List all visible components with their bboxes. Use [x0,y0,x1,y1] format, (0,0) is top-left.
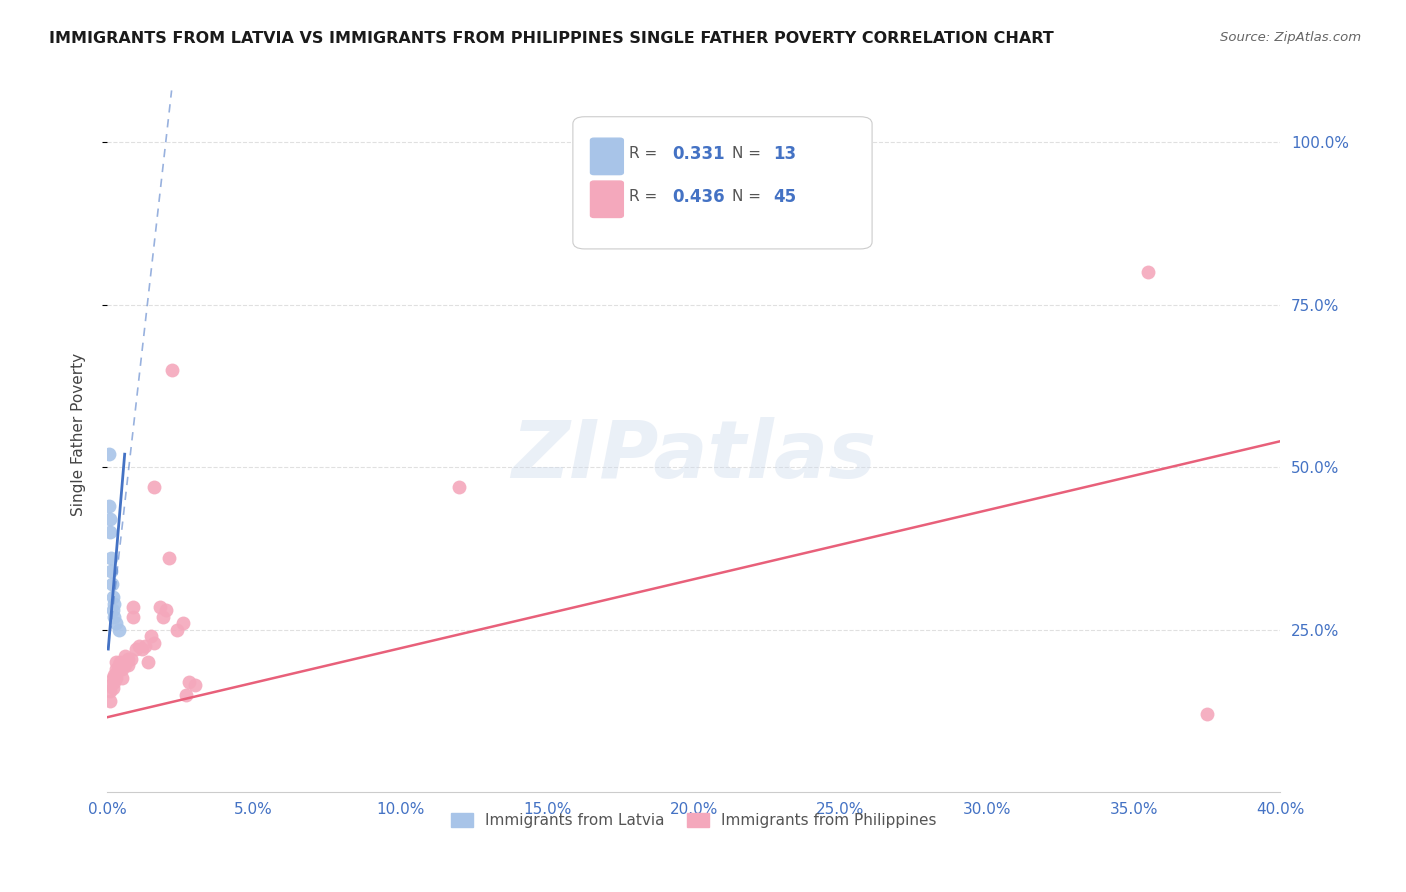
Point [110,655,132,669]
Text: 0.436: 0.436 [672,187,725,206]
Point [107,658,129,673]
Point [103,609,125,624]
Point [97,447,120,461]
Text: R =: R = [630,146,658,161]
Point [449,480,471,494]
Text: Source: ZipAtlas.com: Source: ZipAtlas.com [1220,31,1361,45]
Point [103,674,125,689]
Point [101,577,124,591]
Point [136,655,159,669]
Point [139,629,162,643]
Point [122,599,145,614]
Text: 0.331: 0.331 [672,145,725,163]
FancyBboxPatch shape [591,181,623,218]
Point [157,551,180,566]
Text: ZIPatlas: ZIPatlas [512,417,876,495]
Point [134,639,156,653]
Point [101,681,124,695]
Point [105,665,128,679]
Text: 45: 45 [773,187,797,206]
Point [174,688,197,702]
Point [111,671,134,685]
Point [117,658,139,673]
Point [104,655,127,669]
Legend: Immigrants from Latvia, Immigrants from Philippines: Immigrants from Latvia, Immigrants from … [446,807,942,834]
Point [184,678,207,692]
Point [100,551,122,566]
Point [179,674,201,689]
Point [172,616,194,631]
Text: 13: 13 [773,145,797,163]
Point [160,363,183,377]
Point [101,671,124,685]
Point [143,480,166,494]
Point [100,678,122,692]
FancyBboxPatch shape [591,138,623,175]
Point [107,661,129,675]
Y-axis label: Single Father Poverty: Single Father Poverty [72,353,86,516]
Point [166,623,188,637]
Point [114,658,136,673]
Point [1197,706,1219,721]
Text: R =: R = [630,189,658,204]
Point [117,652,139,666]
Point [122,609,145,624]
Point [128,639,150,653]
Point [98,694,121,708]
Point [104,616,127,631]
Point [120,652,142,666]
Point [103,597,125,611]
Point [143,635,166,649]
Point [103,668,125,682]
Point [104,671,127,685]
Point [98,499,121,513]
Point [152,609,174,624]
Point [98,684,121,698]
FancyBboxPatch shape [572,117,872,249]
Point [104,661,127,675]
Point [114,655,136,669]
Point [107,623,129,637]
Point [131,642,153,657]
Point [114,648,136,663]
Point [125,642,148,657]
Text: N =: N = [733,146,762,161]
Text: N =: N = [733,189,762,204]
Point [149,599,172,614]
Point [101,590,124,604]
Point [111,661,134,675]
Point [101,603,124,617]
Text: IMMIGRANTS FROM LATVIA VS IMMIGRANTS FROM PHILIPPINES SINGLE FATHER POVERTY CORR: IMMIGRANTS FROM LATVIA VS IMMIGRANTS FRO… [49,31,1054,46]
Point [98,525,121,540]
Point [155,603,177,617]
Point [98,512,121,526]
Point [100,564,122,578]
Point [1137,265,1160,279]
